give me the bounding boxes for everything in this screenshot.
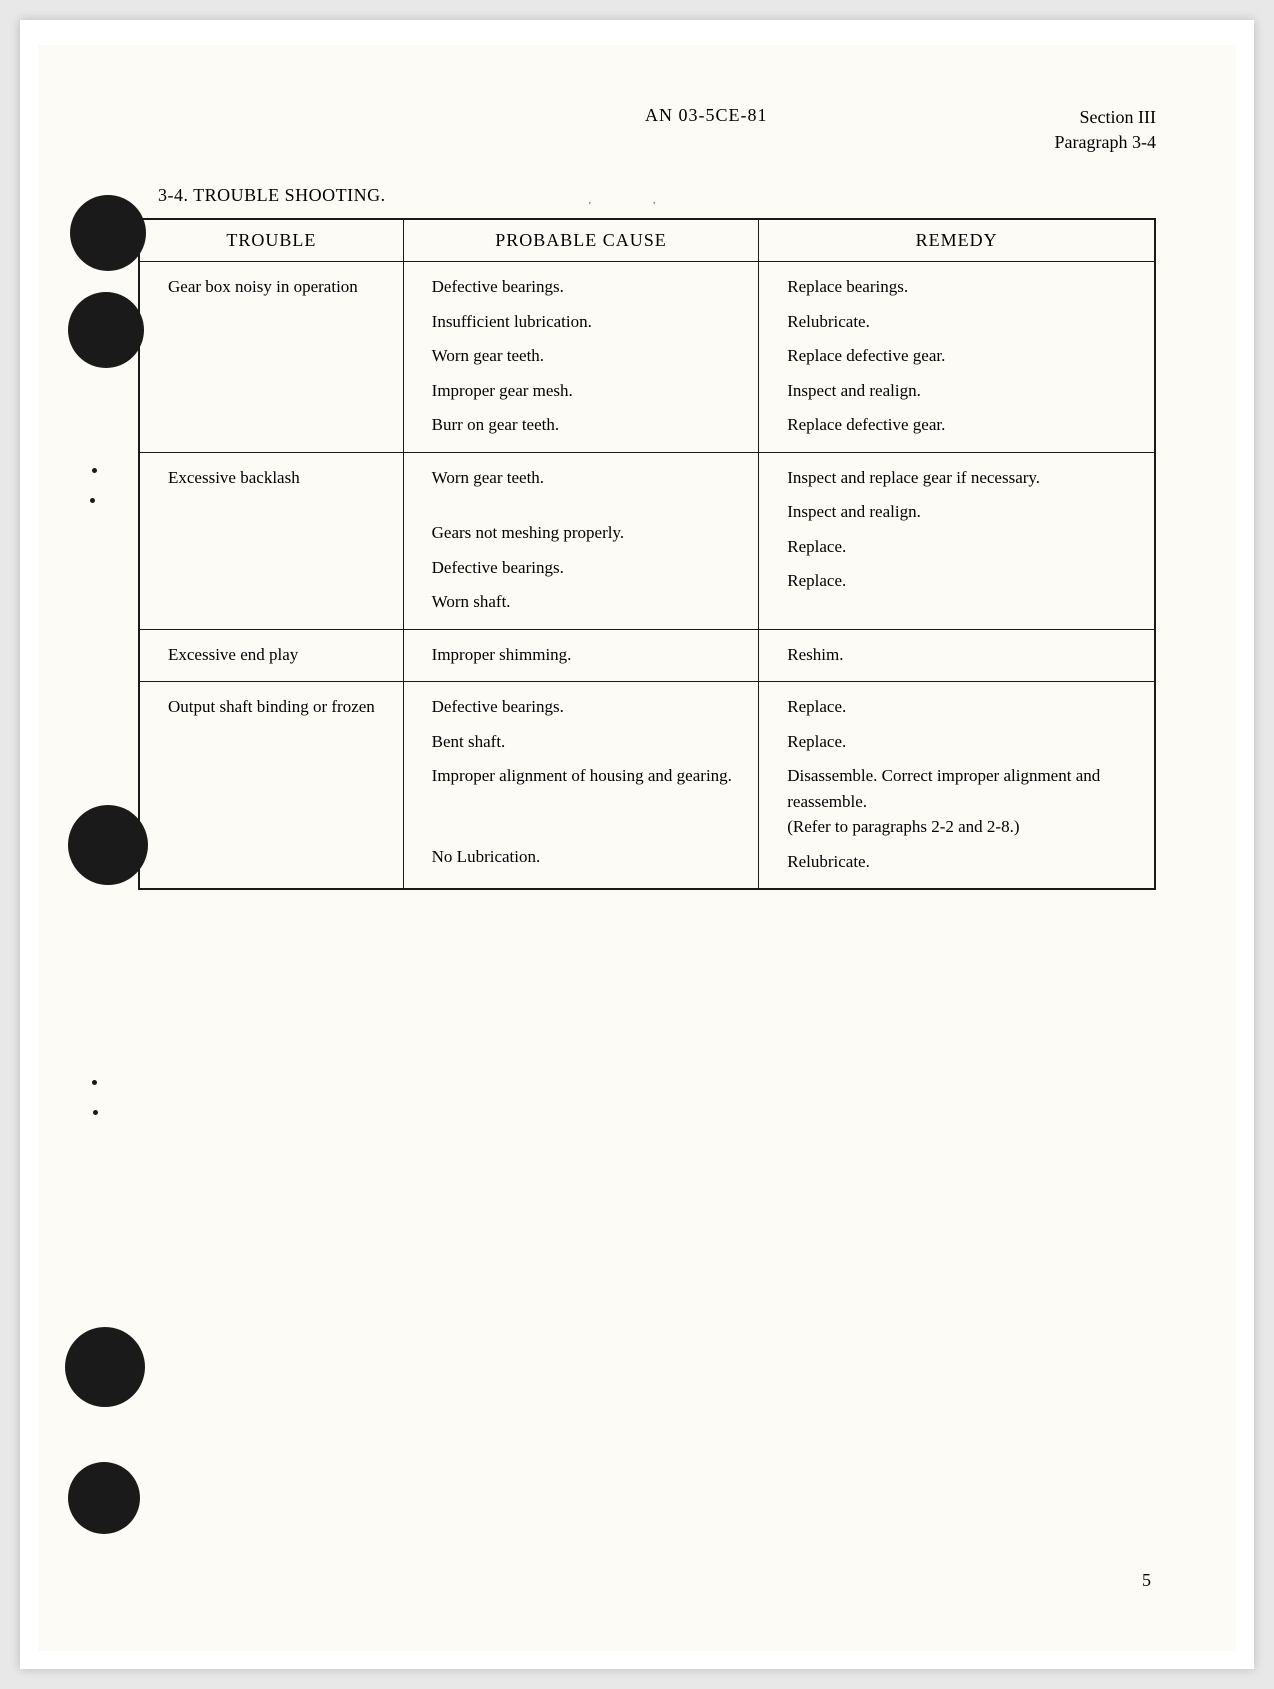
column-header-cause: PROBABLE CAUSE xyxy=(403,219,759,262)
remedy-cell: Inspect and replace gear if necessary. In… xyxy=(759,452,1155,629)
section-label: Section III xyxy=(1055,105,1156,130)
small-mark xyxy=(92,468,97,473)
cause-text: Worn gear teeth. xyxy=(432,465,739,491)
remedy-text: Replace defective gear. xyxy=(787,343,1134,369)
punch-hole xyxy=(70,195,146,271)
table-header-row: TROUBLE PROBABLE CAUSE REMEDY xyxy=(139,219,1155,262)
page-container: AN 03-5CE-81 Section III Paragraph 3-4 3… xyxy=(20,20,1254,1669)
trouble-cell: Excessive end play xyxy=(139,629,403,682)
cause-text: Worn gear teeth. xyxy=(432,343,739,369)
remedy-cell: Replace bearings. Relubricate. Replace def… xyxy=(759,262,1155,453)
table-body: Gear box noisy in operation Defective bea… xyxy=(139,262,1155,890)
cause-text: Insufficient lubrication. xyxy=(432,309,739,335)
cause-text: Burr on gear teeth. xyxy=(432,412,739,438)
cause-text: Defective bearings. xyxy=(432,694,739,720)
cause-text: Improper gear mesh. xyxy=(432,378,739,404)
remedy-text: Replace. xyxy=(787,729,1134,755)
section-info: Section III Paragraph 3-4 xyxy=(1055,105,1156,155)
trouble-text: Gear box noisy in operation xyxy=(168,274,383,300)
remedy-text: Inspect and replace gear if necessary. xyxy=(787,465,1134,491)
remedy-text: Replace defective gear. xyxy=(787,412,1134,438)
punch-hole xyxy=(68,805,148,885)
document-header: AN 03-5CE-81 Section III Paragraph 3-4 xyxy=(158,105,1156,155)
punch-hole xyxy=(68,292,144,368)
trouble-text: Output shaft binding or frozen xyxy=(168,694,383,720)
cause-text: Gears not meshing properly. xyxy=(432,520,739,546)
cause-cell: Defective bearings. Bent shaft. Improper a… xyxy=(403,682,759,890)
small-mark xyxy=(90,498,95,503)
cause-text: Defective bearings. xyxy=(432,274,739,300)
column-header-trouble: TROUBLE xyxy=(139,219,403,262)
page-number: 5 xyxy=(1142,1570,1151,1591)
doc-number: AN 03-5CE-81 xyxy=(158,105,1055,126)
column-header-remedy: REMEDY xyxy=(759,219,1155,262)
table-row: Excessive end play Improper shimming. Resh… xyxy=(139,629,1155,682)
remedy-text: Replace. xyxy=(787,534,1134,560)
remedy-text: Inspect and realign. xyxy=(787,378,1134,404)
remedy-text: Replace. xyxy=(787,694,1134,720)
troubleshooting-table: TROUBLE PROBABLE CAUSE REMEDY Gear box n… xyxy=(138,218,1156,890)
cause-cell: Defective bearings. Insufficient lubricat… xyxy=(403,262,759,453)
cause-cell: Improper shimming. xyxy=(403,629,759,682)
table-row: Output shaft binding or frozen Defective … xyxy=(139,682,1155,890)
cause-text: No Lubrication. xyxy=(432,844,739,870)
table-row: Gear box noisy in operation Defective bea… xyxy=(139,262,1155,453)
remedy-text: Inspect and realign. xyxy=(787,499,1134,525)
remedy-text: Reshim. xyxy=(787,642,1134,668)
punch-hole xyxy=(68,1462,140,1534)
paragraph-label: Paragraph 3-4 xyxy=(1055,130,1156,155)
remedy-text: Replace. xyxy=(787,568,1134,594)
trouble-cell: Excessive backlash xyxy=(139,452,403,629)
cause-text: Bent shaft. xyxy=(432,729,739,755)
cause-text: Defective bearings. xyxy=(432,555,739,581)
cause-cell: Worn gear teeth. Gears not meshing proper… xyxy=(403,452,759,629)
small-mark xyxy=(93,1110,98,1115)
remedy-text: Relubricate. xyxy=(787,849,1134,875)
remedy-cell: Reshim. xyxy=(759,629,1155,682)
trouble-text: Excessive backlash xyxy=(168,465,383,491)
cause-text: Improper shimming. xyxy=(432,642,739,668)
punch-hole xyxy=(65,1327,145,1407)
trouble-cell: Output shaft binding or frozen xyxy=(139,682,403,890)
remedy-text: Replace bearings. xyxy=(787,274,1134,300)
remedy-text: Relubricate. xyxy=(787,309,1134,335)
remedy-cell: Replace. Replace. Disassemble. Correct imp… xyxy=(759,682,1155,890)
table-row: Excessive backlash Worn gear teeth. Gears … xyxy=(139,452,1155,629)
tick-marks: ' ' xyxy=(589,201,685,212)
cause-text: Improper alignment of housing and gearin… xyxy=(432,763,739,789)
small-mark xyxy=(92,1080,97,1085)
trouble-cell: Gear box noisy in operation xyxy=(139,262,403,453)
trouble-text: Excessive end play xyxy=(168,642,383,668)
remedy-text: Disassemble. Correct improper alignment … xyxy=(787,763,1134,840)
page-inner: AN 03-5CE-81 Section III Paragraph 3-4 3… xyxy=(38,45,1236,1651)
cause-text: Worn shaft. xyxy=(432,589,739,615)
